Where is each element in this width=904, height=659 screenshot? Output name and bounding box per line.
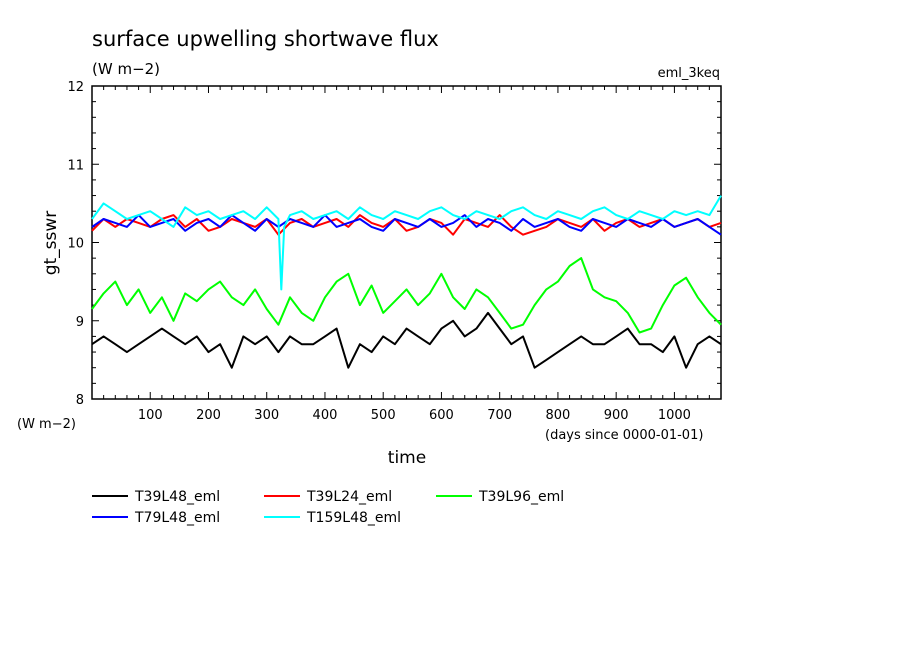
series-line-T39L24_eml [91, 214, 722, 236]
x-tick-label: 500 [371, 408, 396, 423]
experiment-label: eml_3keq [658, 66, 720, 81]
series-line-T159L48_eml [91, 195, 722, 291]
x-tick-label: 400 [313, 408, 338, 423]
chart-title: surface upwelling shortwave flux [92, 27, 439, 51]
y-tick-label: 8 [76, 393, 84, 408]
chart-units: (W m−2) [92, 60, 160, 78]
x-axis-label: time [388, 448, 426, 468]
x-tick-label: 700 [487, 408, 512, 423]
legend: T39L48_eml T39L24_eml T39L96_eml T79L48_eml… [92, 489, 564, 526]
y-tick-label: 9 [76, 315, 84, 330]
legend-label: T39L96_eml [478, 489, 564, 505]
y-tick-label: 10 [67, 237, 84, 252]
axis-ticks: 100 200 300 400 500 600 700 800 900 1000 8 9 10 11 12 [67, 80, 721, 423]
x-tick-label: 100 [138, 408, 163, 423]
legend-label: T159L48_eml [306, 510, 401, 526]
x-tick-label: 900 [604, 408, 629, 423]
x-tick-label: 1000 [658, 408, 691, 423]
y-axis-units: (W m−2) [17, 417, 76, 432]
series-lines [91, 195, 722, 369]
series-line-T79L48_eml [91, 214, 722, 236]
x-tick-label: 300 [254, 408, 279, 423]
series-line-T39L48_eml [91, 311, 722, 369]
legend-label: T39L48_eml [134, 489, 220, 505]
y-axis-label: gt_sswr [41, 211, 61, 276]
series-line-T39L96_eml [91, 257, 722, 334]
legend-label: T79L48_eml [134, 510, 220, 526]
legend-label: T39L24_eml [306, 489, 392, 505]
y-tick-label: 11 [67, 158, 84, 173]
x-tick-label: 600 [429, 408, 454, 423]
x-tick-label: 200 [196, 408, 221, 423]
x-axis-units: (days since 0000-01-01) [545, 428, 703, 443]
x-tick-label: 800 [546, 408, 571, 423]
plot-frame [91, 85, 722, 400]
y-tick-label: 12 [67, 80, 84, 95]
